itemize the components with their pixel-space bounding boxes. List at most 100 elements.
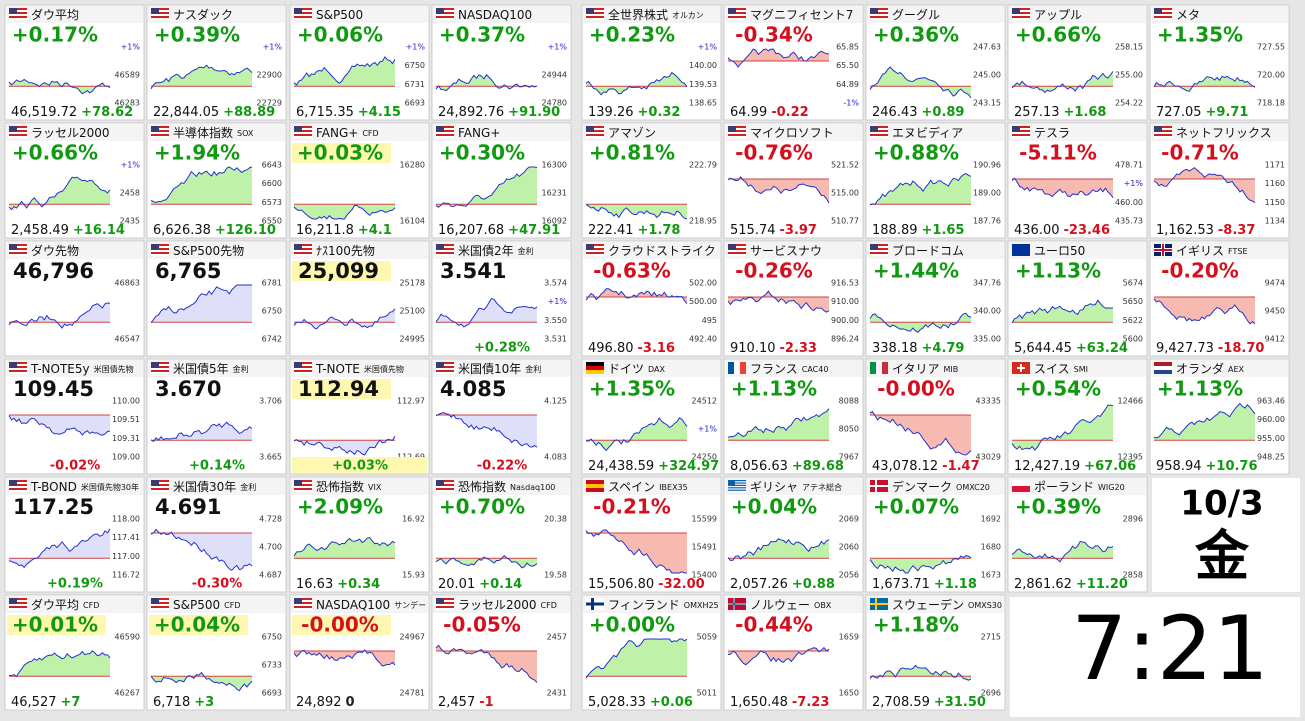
change-percent: -5.11% xyxy=(1019,141,1097,165)
flag-part xyxy=(294,362,302,368)
sparkline xyxy=(150,528,253,571)
tile xyxy=(581,594,722,711)
axis-label: 16300 xyxy=(542,161,567,170)
flag-part xyxy=(870,12,888,14)
axis-label: 1150 xyxy=(1265,198,1285,207)
sparkline xyxy=(150,284,252,324)
price: 15,506.80 xyxy=(588,577,654,592)
tile-title: イギリス FTSE xyxy=(1176,244,1248,258)
axis-label: 118.00 xyxy=(112,515,140,524)
highlight xyxy=(292,261,391,281)
flag-part xyxy=(1012,244,1030,256)
flag-part xyxy=(436,488,454,490)
flag-part xyxy=(728,484,746,486)
axis-label: 5674 xyxy=(1123,279,1143,288)
tile-title: ネットフリックス xyxy=(1176,126,1272,140)
tile xyxy=(723,4,864,121)
flag-part xyxy=(1012,12,1030,14)
flag-part xyxy=(870,16,888,18)
price-change: +91.90 xyxy=(508,105,560,120)
flag-part xyxy=(436,244,444,250)
price-change: +31.50 xyxy=(934,695,986,710)
flag-part xyxy=(586,252,604,254)
axis-label: 116.72 xyxy=(112,571,140,580)
sparkline xyxy=(585,204,688,220)
price: 338.18 xyxy=(872,341,918,356)
sparkline-area xyxy=(586,72,687,95)
tile-name: 米国債2年 xyxy=(458,243,514,258)
change-percent: +0.06% xyxy=(297,23,383,47)
tile-header xyxy=(291,360,428,377)
axis-label: 4.083 xyxy=(544,453,567,462)
flag-part xyxy=(1154,249,1172,251)
axis-label: 521.52 xyxy=(831,161,859,170)
price-line: 22,844.05 +88.89 xyxy=(153,105,275,120)
price-change: +4.79 xyxy=(922,341,965,356)
price-change: +1.65 xyxy=(922,223,965,238)
sparkline xyxy=(727,538,830,561)
flag-part xyxy=(728,252,746,254)
price-change: +67.06 xyxy=(1084,459,1136,474)
flag-part xyxy=(151,8,159,14)
price-change: +3 xyxy=(194,695,214,710)
flag-part xyxy=(586,370,604,374)
axis-label: 460.00 xyxy=(1115,198,1143,207)
axis-label: 15491 xyxy=(692,543,717,552)
price: 257.13 xyxy=(1014,105,1060,120)
tile xyxy=(1149,122,1290,239)
flag xyxy=(728,8,746,20)
axis-label: 9450 xyxy=(1265,307,1285,316)
price: 3.541 xyxy=(440,259,506,283)
price-change: +0.14 xyxy=(479,577,522,592)
flag xyxy=(586,8,604,20)
tile xyxy=(723,476,864,593)
sparkline-area xyxy=(9,415,110,436)
axis-label: 6731 xyxy=(405,80,425,89)
tile-title: サービスナウ xyxy=(750,244,822,258)
flag-part xyxy=(870,126,888,128)
price: 6,718 xyxy=(153,695,190,710)
flag-part xyxy=(870,130,888,132)
tile-sub: DAX xyxy=(648,365,665,374)
flag-part xyxy=(9,12,27,14)
flag-part xyxy=(728,480,746,482)
tile-sub: 金利 xyxy=(240,482,256,492)
tile-title: ﾅｽ100先物 xyxy=(316,244,375,258)
price-change: +1.78 xyxy=(638,223,681,238)
sparkline-area xyxy=(436,645,537,683)
flag-part xyxy=(870,362,876,374)
change-percent: +0.28% xyxy=(474,341,530,356)
price-line: 9,427.73 -18.70 xyxy=(1156,341,1264,356)
tile-title: アマゾン xyxy=(608,126,656,140)
flag xyxy=(870,362,888,374)
flag-part xyxy=(294,134,312,136)
tile xyxy=(865,594,1006,711)
sparkline xyxy=(585,638,688,679)
tile-name: FANG+ xyxy=(316,126,358,140)
tile-title: スペイン IBEX35 xyxy=(608,480,688,494)
flag-part xyxy=(1154,8,1162,14)
axis-label: 2896 xyxy=(1123,515,1143,524)
axis-label: 5622 xyxy=(1123,316,1143,325)
axis-label: 222.79 xyxy=(689,161,717,170)
sparkline-area xyxy=(1154,403,1255,441)
tile-header xyxy=(725,6,862,23)
flag-part xyxy=(728,482,746,484)
tile-title: ラッセル2000 CFD xyxy=(458,598,557,612)
axis-label: +1% xyxy=(1124,179,1144,188)
tile-name: ユーロ50 xyxy=(1034,244,1085,258)
tile-title: ダウ平均 CFD xyxy=(31,597,99,612)
sparkline-area xyxy=(586,288,687,304)
tile xyxy=(431,240,572,357)
tile-header xyxy=(433,478,570,495)
flag xyxy=(151,244,169,256)
tile-name: 全世界株式 xyxy=(608,7,668,22)
flag xyxy=(151,598,169,610)
change-percent: -0.00% xyxy=(301,613,379,637)
tile-header xyxy=(433,360,570,377)
axis-label: 24780 xyxy=(542,99,567,108)
tile-header xyxy=(433,124,570,141)
price-change: -2.33 xyxy=(780,341,817,356)
flag-part xyxy=(9,134,27,136)
